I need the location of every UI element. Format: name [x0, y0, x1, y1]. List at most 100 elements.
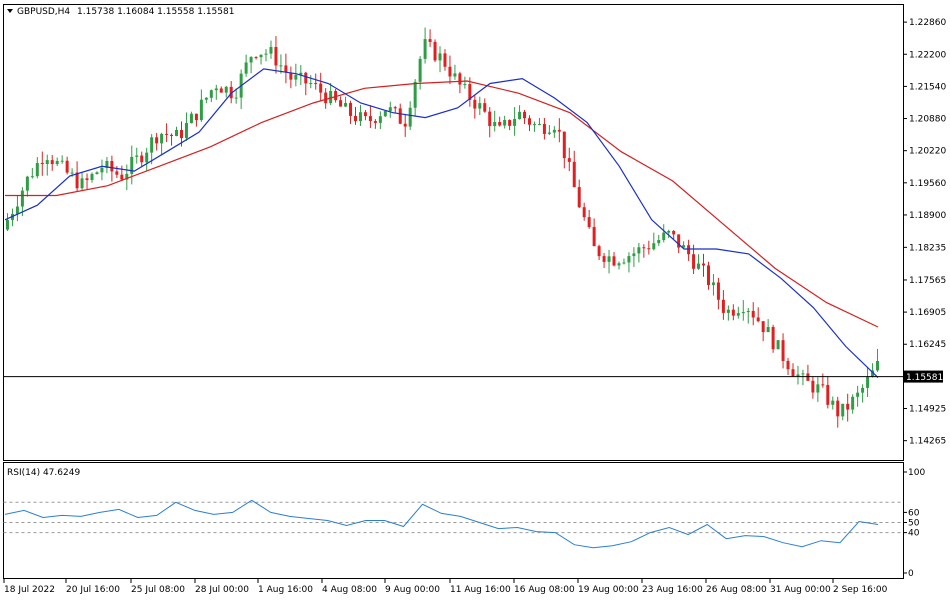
candle-bull — [100, 167, 104, 173]
candle-bear — [349, 103, 353, 116]
candle-bear — [647, 248, 651, 250]
symbol-dropdown-icon[interactable] — [7, 9, 13, 13]
candle-bull — [871, 370, 875, 378]
candle-bear — [582, 207, 586, 218]
candle-bear — [324, 92, 328, 104]
candle-bull — [766, 327, 770, 333]
ma-slow-line — [5, 80, 879, 328]
candle-bear — [806, 373, 810, 381]
candles — [5, 27, 880, 428]
moving-averages — [4, 68, 879, 379]
candle-bull — [667, 230, 671, 233]
candle-bear — [836, 400, 840, 417]
price-tick-label: 1.17565 — [909, 276, 946, 286]
candle-bull — [184, 123, 188, 139]
candle-bull — [35, 162, 39, 177]
candle-bull — [80, 178, 84, 189]
candle-bear — [289, 72, 293, 80]
candle-bear — [846, 403, 850, 410]
candle-bear — [567, 158, 571, 162]
candle-bear — [85, 178, 89, 180]
time-tick-label: 16 Aug 08:00 — [514, 585, 575, 595]
candle-bear — [473, 99, 477, 109]
candle-bear — [194, 113, 198, 121]
price-tick-label: 1.16905 — [909, 308, 946, 318]
candle-bear — [284, 65, 288, 73]
candle-bear — [433, 41, 437, 61]
time-tick-label: 28 Jul 00:00 — [195, 585, 249, 595]
candle-bull — [70, 172, 74, 174]
candle-bull — [418, 58, 422, 82]
candle-bull — [209, 90, 213, 98]
price-tick-label: 1.20880 — [909, 115, 946, 125]
candle-bull — [662, 232, 666, 241]
candle-bull — [259, 54, 263, 58]
candle-bull — [841, 403, 845, 417]
candle-bull — [329, 90, 333, 104]
price-tick-label: 1.16245 — [909, 340, 946, 350]
candle-bear — [443, 53, 447, 67]
price-tick-label: 1.22200 — [909, 50, 946, 60]
candle-bull — [279, 65, 283, 67]
candle-bear — [353, 115, 357, 122]
candle-bull — [383, 111, 387, 117]
candle-bear — [155, 137, 159, 144]
candle-bear — [339, 100, 343, 107]
candle-bull — [294, 74, 298, 80]
candle-bear — [334, 90, 338, 101]
candle-bull — [627, 256, 631, 263]
candle-bear — [612, 256, 616, 266]
candle-bull — [537, 123, 541, 125]
rsi-tick-label: 40 — [908, 529, 920, 539]
candle-bear — [40, 162, 44, 164]
candle-bear — [523, 111, 527, 119]
candle-bull — [25, 176, 29, 191]
ma-fast-line — [4, 68, 879, 379]
candle-bear — [751, 310, 755, 318]
price-tick-label: 1.19560 — [909, 179, 946, 189]
candle-bull — [264, 53, 268, 55]
candle-bear — [587, 217, 591, 228]
rsi-tick-label: 100 — [908, 468, 925, 478]
candle-bear — [542, 123, 546, 134]
candle-bull — [423, 39, 427, 59]
candle-bear — [120, 174, 124, 180]
candle-bear — [642, 247, 646, 249]
candle-bull — [55, 160, 59, 165]
main-panel-frame — [3, 4, 904, 461]
candle-bull — [682, 245, 686, 248]
candle-bear — [562, 131, 566, 159]
candle-bull — [20, 190, 24, 207]
candle-bear — [483, 103, 487, 112]
price-tick-label: 1.14925 — [909, 405, 946, 415]
candle-bull — [160, 133, 164, 144]
candle-bear — [756, 317, 760, 322]
candle-bull — [388, 107, 392, 112]
time-tick-label: 11 Aug 16:00 — [450, 585, 511, 595]
candle-bear — [170, 134, 174, 136]
candle-bull — [224, 86, 228, 93]
candle-bear — [791, 369, 795, 377]
candle-bull — [776, 340, 780, 350]
time-tick-label: 31 Aug 00:00 — [770, 585, 831, 595]
rsi-label: RSI(14) 47.6249 — [7, 468, 80, 478]
time-tick-label: 1 Aug 16:00 — [258, 585, 313, 595]
time-tick-label: 23 Aug 16:00 — [642, 585, 703, 595]
candle-bull — [244, 62, 248, 74]
candle-bear — [528, 118, 532, 125]
candle-bull — [344, 103, 348, 107]
current-price-box — [903, 370, 943, 383]
candle-bull — [816, 384, 820, 393]
candle-bear — [731, 309, 735, 316]
candle-bear — [458, 73, 462, 85]
candle-bull — [652, 243, 656, 250]
candle-bull — [861, 387, 865, 393]
candle-bull — [150, 137, 154, 153]
candle-bull — [130, 156, 134, 174]
candle-bull — [513, 118, 517, 126]
candle-bear — [274, 47, 278, 66]
candle-bear — [786, 360, 790, 370]
candle-bull — [493, 122, 497, 127]
